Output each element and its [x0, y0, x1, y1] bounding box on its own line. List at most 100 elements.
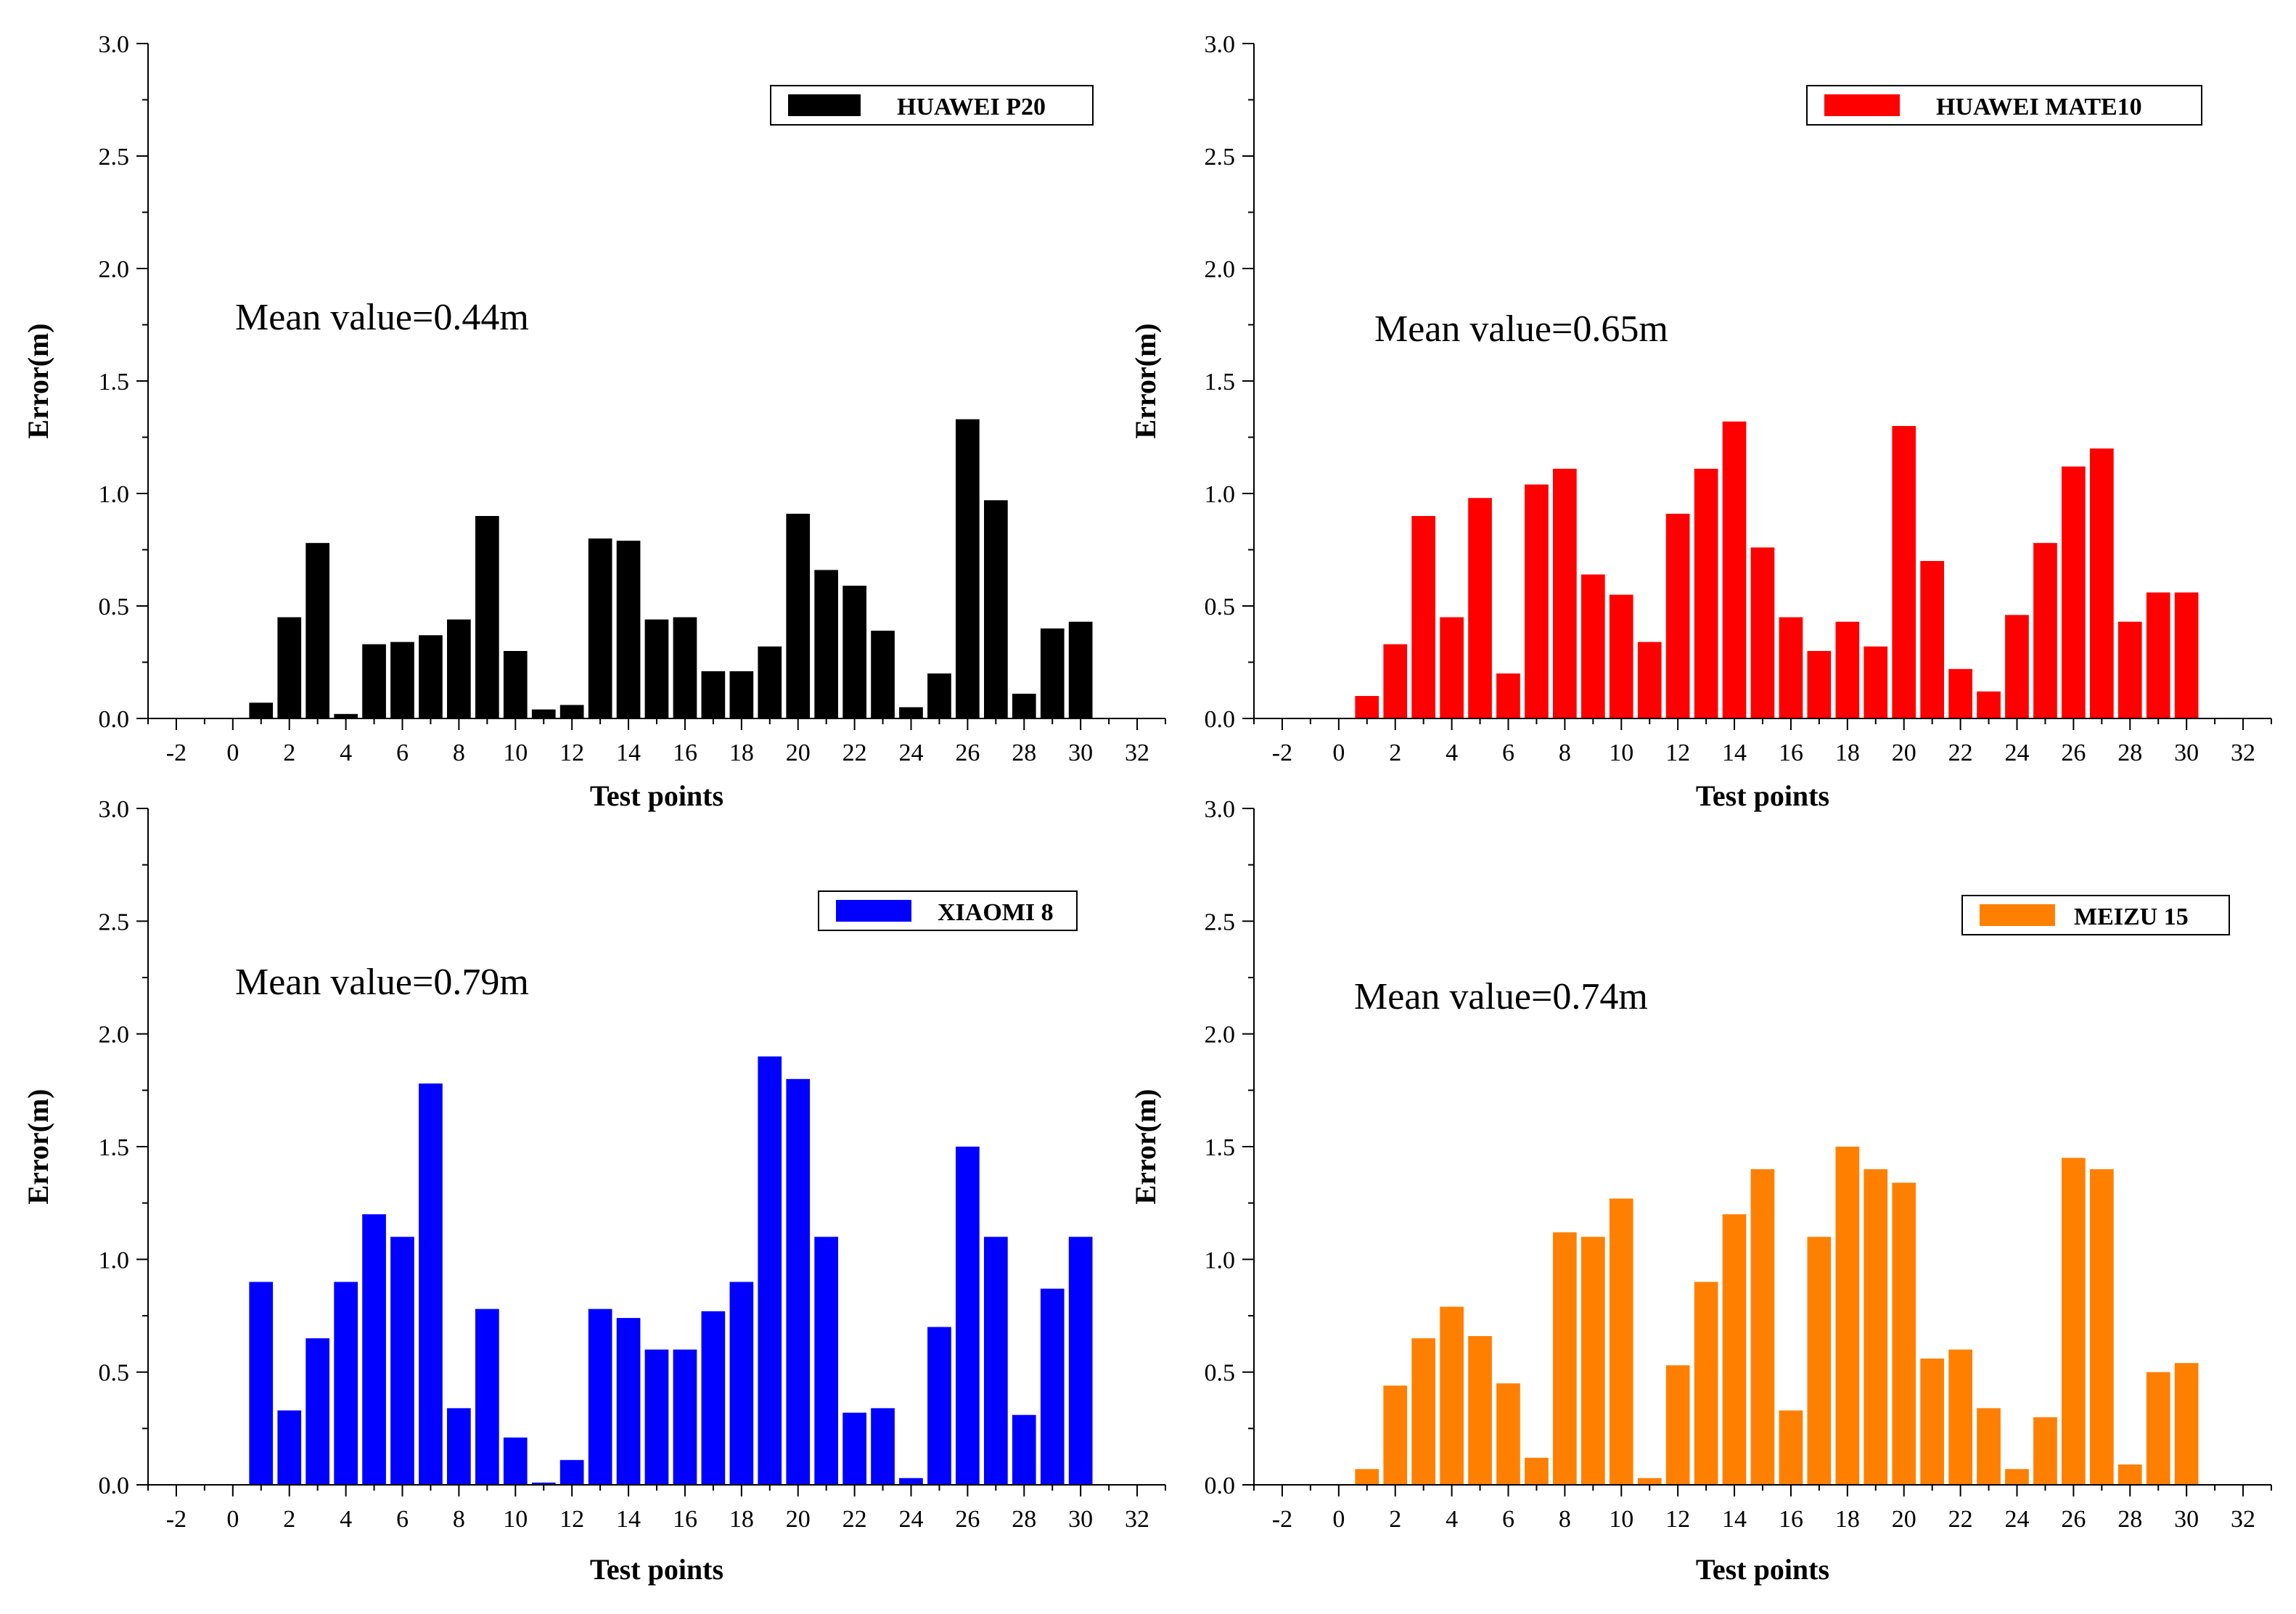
- bar: [2117, 621, 2142, 718]
- bar: [1750, 547, 1775, 718]
- x-tick-label: 28: [2117, 740, 2142, 766]
- y-tick-label: 1.0: [99, 1247, 130, 1274]
- bar: [475, 516, 499, 718]
- bar: [2033, 543, 2057, 718]
- bar: [701, 1311, 726, 1485]
- mean-value-annotation: Mean value=0.79m: [235, 962, 529, 1003]
- bar: [390, 1237, 414, 1485]
- bar: [758, 1056, 782, 1485]
- legend-swatch: [1980, 904, 2055, 926]
- bar: [1892, 1182, 1916, 1485]
- x-tick-label: 22: [842, 1506, 867, 1533]
- legend: HUAWEI MATE10: [1806, 85, 2202, 126]
- legend: XIAOMI 8: [818, 890, 1078, 931]
- bar: [1694, 468, 1718, 718]
- x-tick-label: 28: [1012, 1506, 1036, 1533]
- bar: [1040, 1288, 1065, 1485]
- x-tick-label: 16: [1779, 740, 1803, 766]
- x-tick-label: 14: [616, 740, 641, 766]
- x-tick-label: 14: [1722, 1506, 1747, 1533]
- bar: [1468, 1336, 1492, 1485]
- x-tick-label: 22: [1948, 740, 1973, 766]
- bar: [1068, 1237, 1093, 1485]
- bar: [984, 1237, 1008, 1485]
- bar: [1496, 1383, 1520, 1485]
- bar: [390, 642, 414, 718]
- x-tick-label: 24: [899, 740, 924, 766]
- x-tick-label: 18: [1835, 740, 1860, 766]
- x-tick-label: 8: [1559, 1506, 1571, 1533]
- bar: [362, 644, 386, 718]
- x-tick-label: 18: [1835, 1506, 1860, 1533]
- bar: [2005, 1469, 2029, 1485]
- x-tick-label: 24: [2005, 740, 2030, 766]
- y-tick-label: 3.0: [99, 796, 130, 823]
- y-tick-label: 0.5: [1205, 594, 1236, 620]
- bar: [758, 646, 782, 718]
- x-tick-label: 12: [1665, 740, 1690, 766]
- x-tick-label: 2: [283, 1506, 295, 1533]
- x-tick-label: 4: [1446, 740, 1458, 766]
- y-tick-label: 0.0: [99, 706, 130, 733]
- bar: [2005, 615, 2029, 718]
- bar: [1609, 1198, 1633, 1485]
- legend: HUAWEI P20: [770, 85, 1094, 126]
- bar: [419, 1083, 443, 1485]
- bar: [249, 1282, 274, 1485]
- legend-swatch: [788, 94, 861, 116]
- bar: [871, 1408, 895, 1485]
- x-tick-label: 12: [559, 740, 584, 766]
- bar: [2174, 592, 2199, 718]
- x-tick-label: 4: [340, 1506, 352, 1533]
- x-tick-label: 4: [340, 740, 352, 766]
- bar-series: [1355, 1147, 2199, 1485]
- bar: [1040, 628, 1065, 718]
- bar: [1722, 421, 1747, 718]
- x-tick-label: -2: [1272, 1506, 1292, 1533]
- x-tick-label: 2: [283, 740, 295, 766]
- bar: [616, 1318, 641, 1485]
- bar: [2033, 1417, 2057, 1485]
- bar: [1637, 642, 1662, 718]
- bar: [588, 538, 612, 718]
- bar: [1411, 516, 1435, 718]
- x-tick-label: 26: [2061, 740, 2086, 766]
- x-tick-label: 18: [729, 740, 754, 766]
- bar: [2117, 1465, 2142, 1485]
- bar: [1892, 426, 1916, 718]
- bar: [1665, 1365, 1690, 1485]
- x-tick-label: 2: [1389, 1506, 1401, 1533]
- bar: [1553, 1232, 1577, 1485]
- y-axis-title: Error(m): [1129, 323, 1162, 438]
- bar: [1977, 691, 2001, 718]
- x-axis-title: Test points: [1696, 1553, 1829, 1586]
- x-tick-label: 10: [503, 1506, 528, 1533]
- x-tick-label: 0: [226, 1506, 239, 1533]
- bar: [1948, 668, 1972, 718]
- bar: [673, 1349, 697, 1485]
- bar: [277, 617, 302, 718]
- bar: [2146, 1372, 2170, 1485]
- bar: [1383, 1385, 1408, 1485]
- y-tick-label: 1.5: [99, 1134, 130, 1161]
- x-tick-label: 24: [2005, 1506, 2030, 1533]
- x-tick-label: 30: [2174, 740, 2199, 766]
- y-tick-label: 2.5: [99, 909, 130, 935]
- x-tick-label: 32: [1125, 1506, 1149, 1533]
- bar: [814, 1237, 838, 1485]
- bar: [1864, 1169, 1888, 1485]
- bar: [1440, 617, 1464, 718]
- bar: [306, 1338, 329, 1485]
- y-tick-label: 2.5: [1205, 909, 1236, 935]
- bar: [1920, 1359, 1944, 1485]
- bar: [334, 713, 358, 718]
- bar: [1807, 1237, 1832, 1485]
- x-tick-label: -2: [1272, 740, 1292, 766]
- bar: [1665, 513, 1690, 718]
- x-tick-label: 0: [1332, 1506, 1345, 1533]
- bar: [559, 705, 584, 718]
- bar: [927, 673, 951, 718]
- x-tick-label: -2: [166, 1506, 186, 1533]
- bar: [842, 586, 866, 718]
